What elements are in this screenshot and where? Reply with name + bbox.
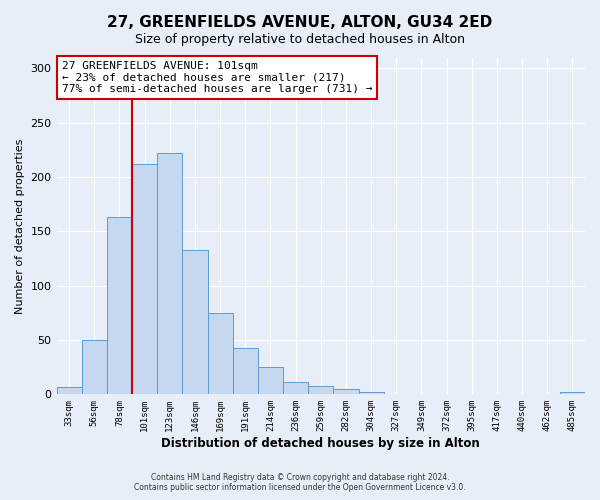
Bar [56,386,82,394]
Bar [208,313,233,394]
Bar [334,389,359,394]
Bar [233,348,258,395]
Bar [359,392,383,394]
Bar [107,217,132,394]
Y-axis label: Number of detached properties: Number of detached properties [15,138,25,314]
X-axis label: Distribution of detached houses by size in Alton: Distribution of detached houses by size … [161,437,480,450]
Text: 27 GREENFIELDS AVENUE: 101sqm
← 23% of detached houses are smaller (217)
77% of : 27 GREENFIELDS AVENUE: 101sqm ← 23% of d… [62,61,373,94]
Text: Size of property relative to detached houses in Alton: Size of property relative to detached ho… [135,32,465,46]
Bar [157,153,182,394]
Text: Contains HM Land Registry data © Crown copyright and database right 2024.
Contai: Contains HM Land Registry data © Crown c… [134,473,466,492]
Bar [182,250,208,394]
Bar [258,367,283,394]
Bar [308,386,334,394]
Bar [560,392,585,394]
Bar [132,164,157,394]
Bar [283,382,308,394]
Bar [82,340,107,394]
Text: 27, GREENFIELDS AVENUE, ALTON, GU34 2ED: 27, GREENFIELDS AVENUE, ALTON, GU34 2ED [107,15,493,30]
